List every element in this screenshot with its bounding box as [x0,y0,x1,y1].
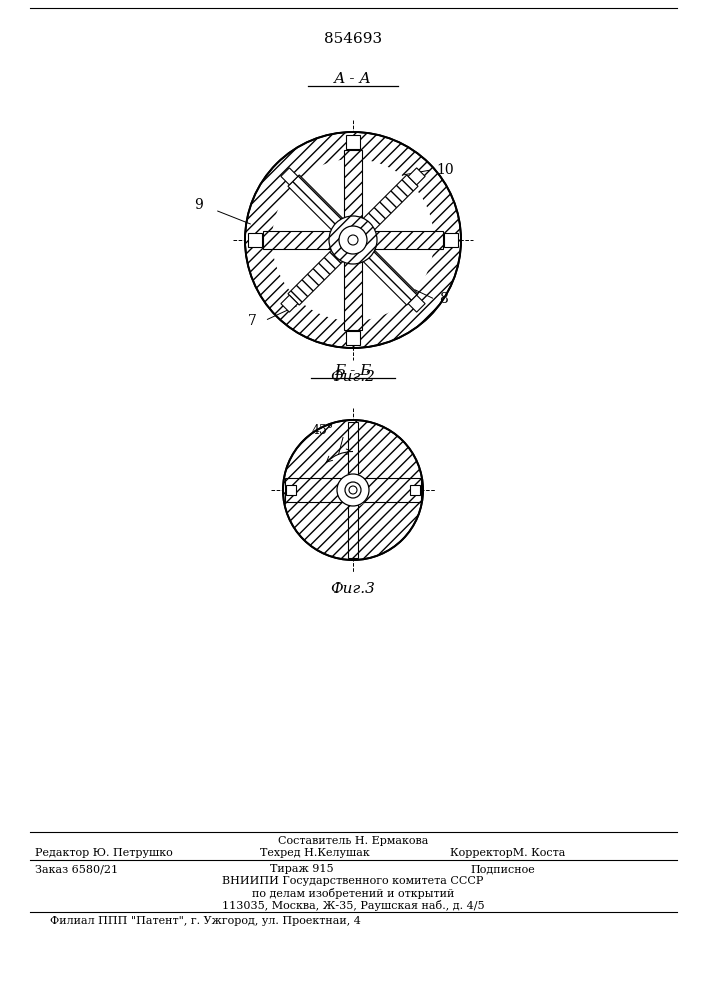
Text: 45°: 45° [312,424,334,438]
Polygon shape [263,231,338,249]
Circle shape [283,420,423,560]
Polygon shape [344,150,362,225]
Polygon shape [286,485,296,495]
Text: Филиал ППП "Патент", г. Ужгород, ул. Проектнаи, 4: Филиал ППП "Патент", г. Ужгород, ул. Про… [50,916,361,926]
Circle shape [349,486,357,494]
Polygon shape [348,422,358,482]
Text: ВНИИПИ Государственного комитета СССР: ВНИИПИ Государственного комитета СССР [222,876,484,886]
Text: 854693: 854693 [324,32,382,46]
Circle shape [348,235,358,245]
Polygon shape [281,295,298,312]
Text: 7: 7 [248,314,257,328]
Polygon shape [285,478,345,502]
Polygon shape [408,168,425,185]
Circle shape [337,474,369,506]
Polygon shape [344,255,362,330]
Polygon shape [348,498,358,558]
Circle shape [339,226,367,254]
Text: Фиг.3: Фиг.3 [331,582,375,596]
Text: Фиг.2: Фиг.2 [331,370,375,384]
Polygon shape [346,135,360,149]
Polygon shape [358,245,418,305]
Polygon shape [346,331,360,345]
Polygon shape [248,233,262,247]
Text: Заказ 6580/21: Заказ 6580/21 [35,864,118,874]
Text: А - А: А - А [334,72,372,86]
Text: по делам изобретений и открытий: по делам изобретений и открытий [252,888,454,899]
Text: Составитель Н. Ермакова: Составитель Н. Ермакова [278,836,428,846]
Text: 9: 9 [194,198,203,212]
Polygon shape [444,233,458,247]
Text: Редактор Ю. Петрушко: Редактор Ю. Петрушко [35,848,173,858]
Text: Б - Б: Б - Б [334,364,372,378]
Text: Техред Н.Келушак: Техред Н.Келушак [260,848,370,858]
Polygon shape [410,485,420,495]
Circle shape [336,473,370,507]
Circle shape [245,132,461,348]
Polygon shape [361,478,421,502]
Polygon shape [288,175,348,235]
Circle shape [329,216,377,264]
Polygon shape [368,231,443,249]
Circle shape [345,482,361,498]
Text: Подписное: Подписное [470,864,534,874]
Text: Тираж 915: Тираж 915 [270,864,334,874]
Text: 8: 8 [439,292,448,306]
Polygon shape [408,295,425,312]
Polygon shape [281,168,298,185]
Text: 10: 10 [436,163,454,177]
Polygon shape [358,175,418,235]
Text: КорректорМ. Коста: КорректорМ. Коста [450,848,566,858]
Text: 113035, Москва, Ж-35, Раушская наб., д. 4/5: 113035, Москва, Ж-35, Раушская наб., д. … [222,900,484,911]
Polygon shape [288,245,348,305]
Circle shape [272,159,434,321]
